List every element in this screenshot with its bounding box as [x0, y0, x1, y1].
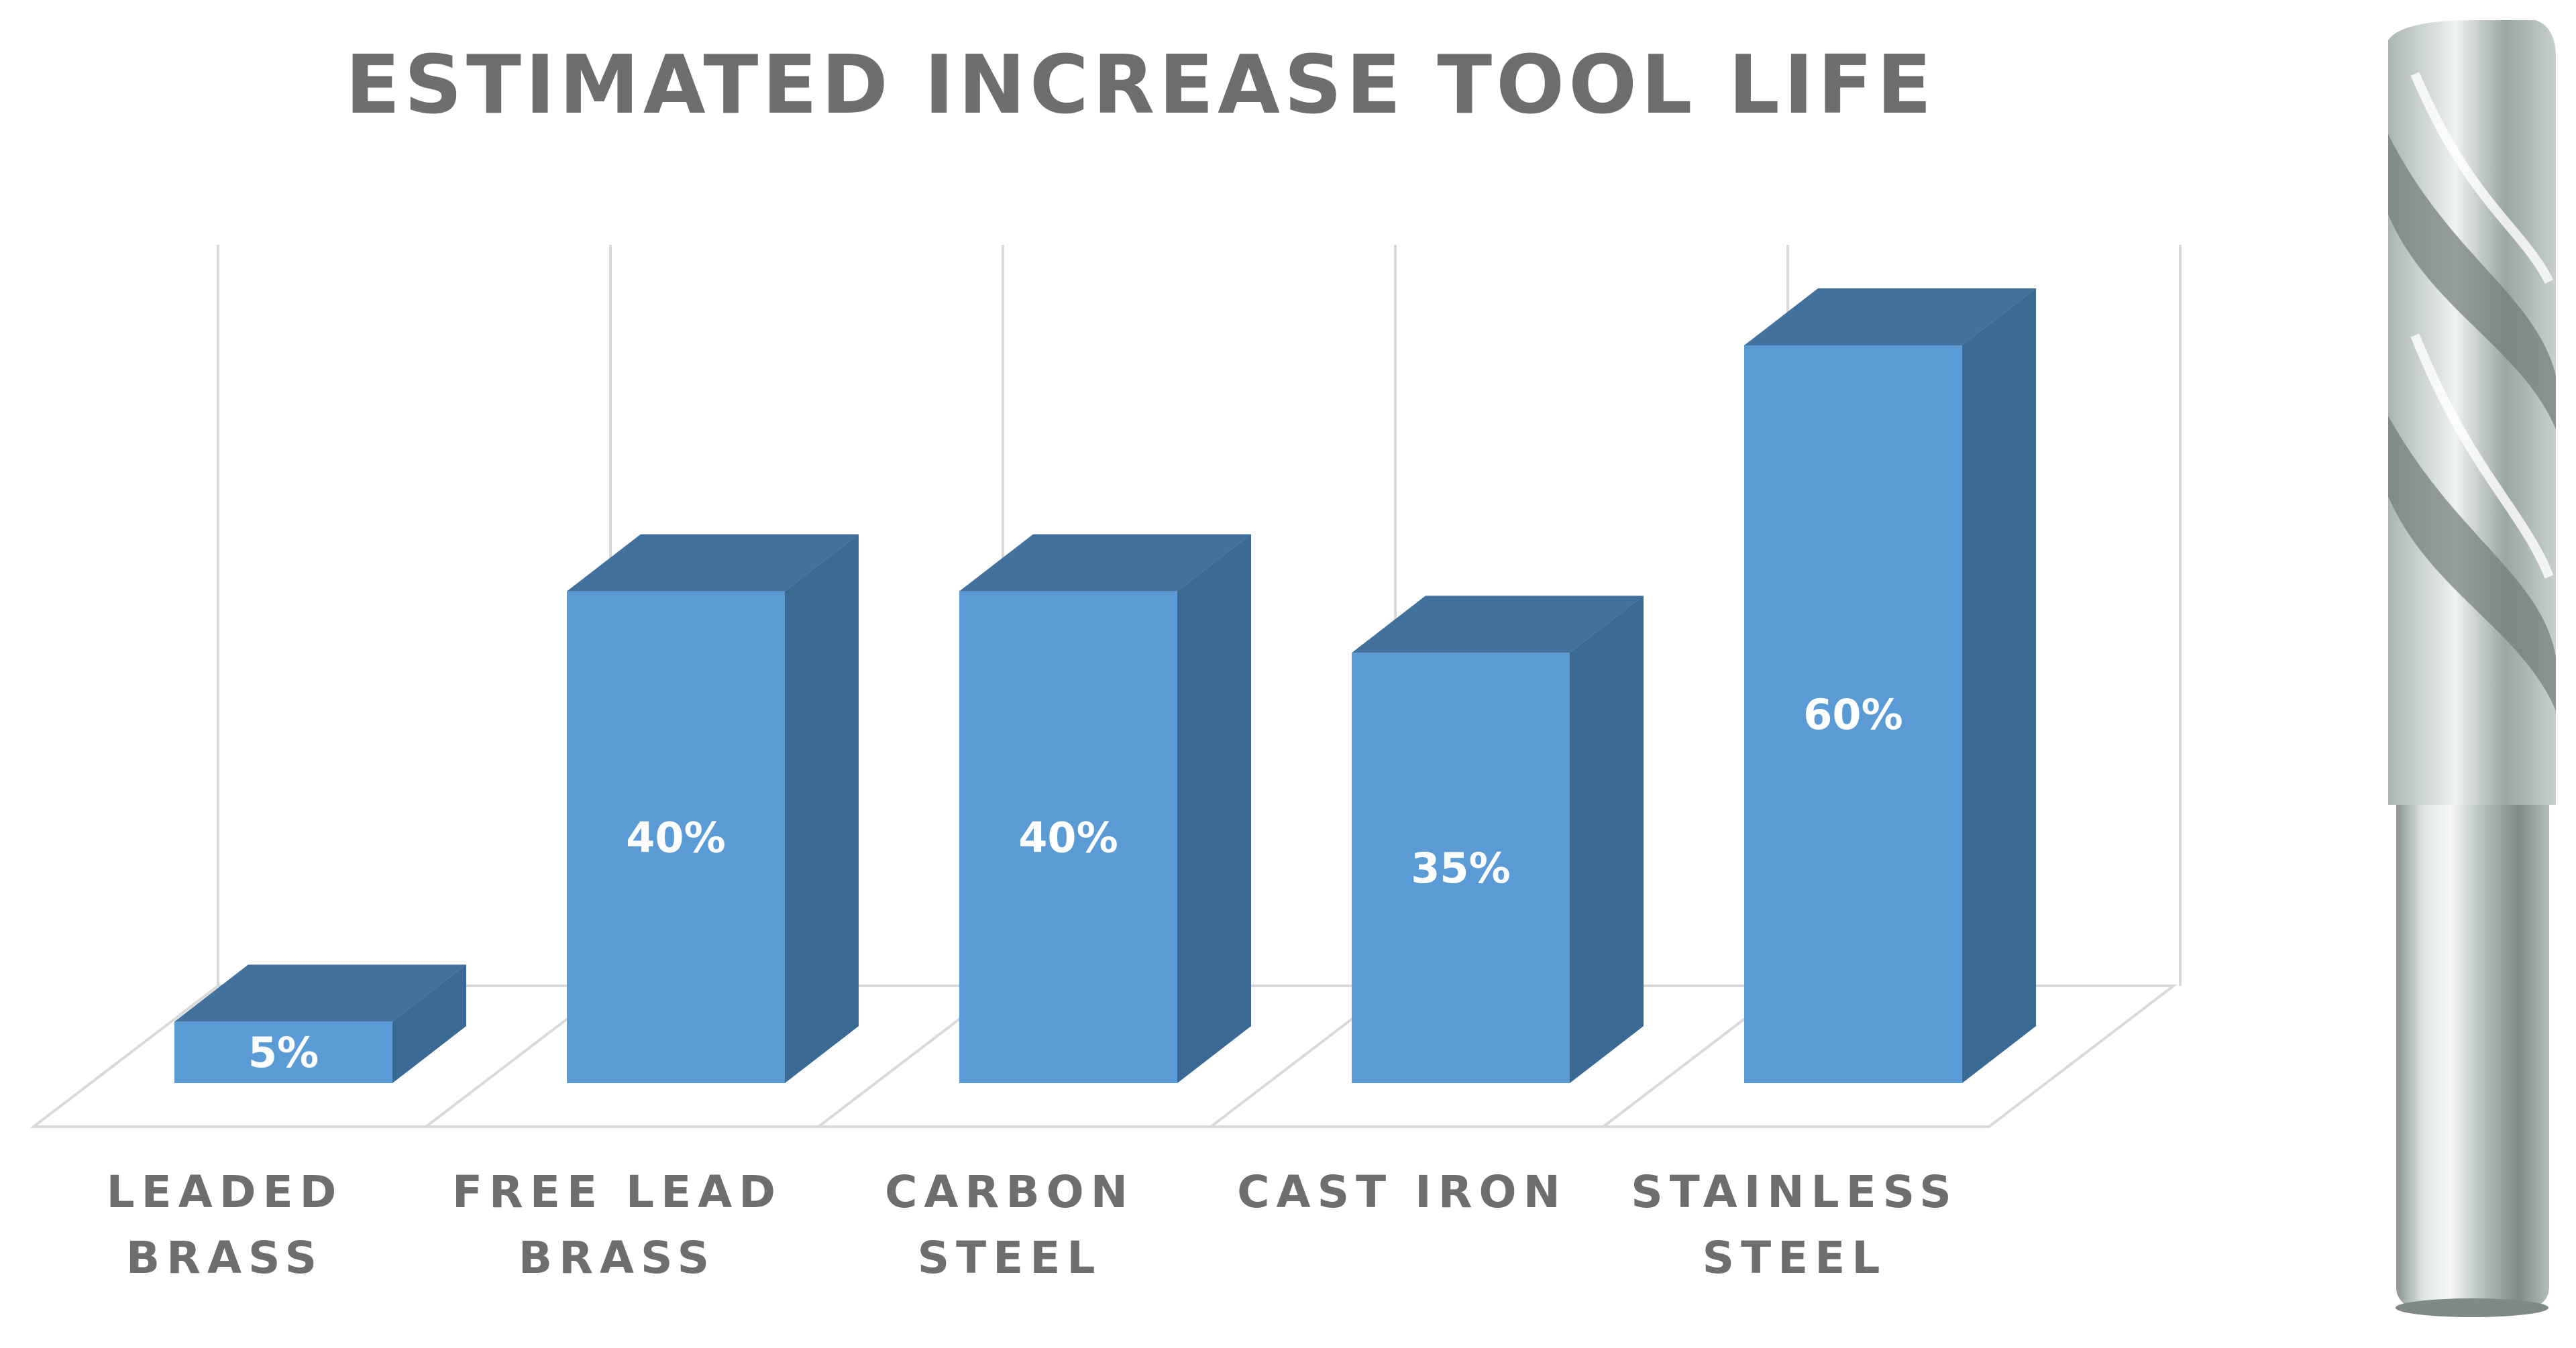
data-label: 5% [248, 1028, 319, 1077]
category-labels: LEADED BRASS FREE LEAD BRASS CARBON STEEL CAST… [107, 1166, 1958, 1284]
bar [959, 534, 1251, 1083]
category-label: CAST IRON [1237, 1166, 1567, 1218]
bar-top [174, 964, 466, 1022]
bar-top [959, 534, 1251, 592]
bar-front [1744, 345, 1962, 1083]
category-label: CARBON [885, 1166, 1134, 1218]
bar [174, 964, 466, 1083]
bar-side [785, 534, 859, 1083]
bar-side [1962, 288, 2036, 1083]
chart-title: ESTIMATED INCREASE TOOL LIFE [345, 39, 1936, 132]
category-label: STAINLESS [1631, 1166, 1958, 1218]
end-mill-icon [2388, 20, 2556, 1317]
bar [1352, 596, 1644, 1083]
category-label: LEADED [107, 1166, 343, 1218]
bar-top [1352, 596, 1644, 653]
data-label: 35% [1411, 844, 1510, 893]
bar-series [174, 288, 2036, 1083]
category-label: BRASS [126, 1232, 323, 1284]
bar [567, 534, 859, 1083]
bar-front [174, 1021, 392, 1083]
bar [1744, 288, 2036, 1083]
bar-front [959, 591, 1177, 1083]
category-label: FREE LEAD [452, 1166, 782, 1218]
category-label: STEEL [1703, 1232, 1887, 1284]
data-label: 60% [1803, 690, 1902, 739]
bar-front [567, 591, 785, 1083]
floor-outline [30, 985, 2178, 1128]
bar-side [392, 964, 466, 1083]
bar-front [1352, 653, 1570, 1083]
bar-side [1177, 534, 1251, 1083]
bar-top [1744, 288, 2036, 345]
data-label: 40% [1018, 813, 1118, 862]
bar-side [1570, 596, 1644, 1083]
category-label: STEEL [918, 1232, 1102, 1284]
data-label: 40% [626, 813, 725, 862]
category-label: BRASS [519, 1232, 716, 1284]
data-labels: 5% 40% 40% 35% 60% [248, 690, 1903, 1077]
bar-top [567, 534, 859, 592]
